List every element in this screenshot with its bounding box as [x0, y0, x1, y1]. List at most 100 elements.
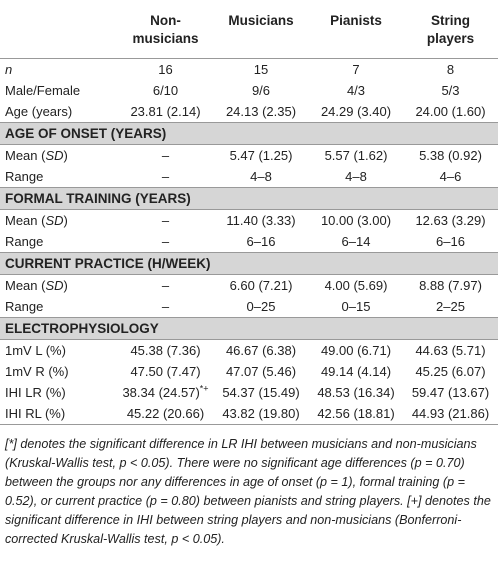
column-header: Non-musicians	[118, 0, 213, 59]
cell: –	[161, 278, 170, 293]
cell: 54.37 (15.49)	[222, 385, 300, 400]
cell: 46.67 (6.38)	[225, 343, 297, 358]
cell-superscript: *+	[199, 383, 209, 394]
cell: 12.63 (3.29)	[415, 213, 486, 228]
cell: 44.93 (21.86)	[403, 403, 498, 425]
row-label-text: 1mV R (%)	[5, 364, 69, 379]
table-row: Mean (SD) – 6.60 (7.21) 4.00 (5.69) 8.88 (7.…	[0, 275, 498, 297]
column-header: Pianists	[309, 0, 403, 59]
row-label-text: 1mV L (%)	[5, 343, 66, 358]
cell: 6/10	[152, 83, 179, 98]
table-body: n 16 15 7 8 Male/Female 6/10 9/6 4/3 5/3 Age (year…	[0, 59, 498, 425]
cell: 7	[352, 62, 360, 77]
column-header: String players	[403, 0, 498, 59]
row-label: Range	[0, 166, 118, 188]
cell: 38.34 (24.57)*+	[118, 382, 213, 403]
cell: 0–25	[246, 299, 276, 314]
row-label-text: SD	[45, 278, 64, 293]
table-row: 1mV R (%) 47.50 (7.47) 47.07 (5.46) 49.14 (…	[0, 361, 498, 382]
cell: –	[161, 213, 170, 228]
row-label: Range	[0, 231, 118, 253]
cell: 10.00 (3.00)	[320, 213, 392, 228]
row-label: 1mV R (%)	[0, 361, 118, 382]
table-row: Range – 0–25 0–15 2–25	[0, 296, 498, 318]
cell: 8	[446, 62, 455, 77]
cell: –	[161, 299, 170, 314]
cell: –	[161, 234, 170, 249]
cell: 6–16	[246, 234, 276, 249]
row-label-text: )	[63, 278, 68, 293]
cell: 59.47 (13.67)	[411, 385, 490, 400]
table-row: ELECTROPHYSIOLOGY	[0, 317, 498, 340]
cell: 6–16	[436, 234, 465, 249]
row-label: 1mV L (%)	[0, 340, 118, 362]
row-label: n	[0, 59, 118, 81]
cell: 9/6	[251, 83, 271, 98]
row-label-text: IHI RL (%)	[5, 406, 66, 421]
table-row: Age (years) 23.81 (2.14) 24.13 (2.35) 24.29…	[0, 101, 498, 123]
table-row: Range – 4–8 4–8 4–6	[0, 166, 498, 188]
cell: 5/3	[441, 83, 460, 98]
row-label: Age (years)	[0, 101, 118, 123]
cell: 15	[253, 62, 269, 77]
cell: 8.88 (7.97)	[419, 278, 482, 293]
row-label: IHI LR (%)	[0, 382, 118, 403]
cell: 45.25 (6.07)	[415, 364, 486, 379]
row-label-text: Mean (	[5, 213, 46, 228]
cell: 6–14	[341, 234, 371, 249]
cell: 49.00 (6.71)	[320, 343, 392, 358]
row-label: Range	[0, 296, 118, 318]
cell: 24.13 (2.35)	[225, 104, 297, 119]
data-table: Non-musicians Musicians Pianists String pla…	[0, 0, 498, 425]
row-label: IHI RL (%)	[0, 403, 118, 425]
row-label-text: Range	[5, 234, 44, 249]
cell-text: 38.34 (24.57)	[122, 385, 200, 400]
cell: 23.81 (2.14)	[130, 104, 201, 119]
section-header: CURRENT PRACTICE (H/WEEK)	[0, 252, 498, 275]
cell: –	[161, 148, 170, 163]
cell: 11.40 (3.33)	[226, 213, 296, 228]
table-row: Mean (SD) – 5.47 (1.25) 5.57 (1.62) 5.38 (0.…	[0, 145, 498, 167]
cell: 47.50 (7.47)	[130, 364, 201, 379]
cell: –	[161, 169, 170, 184]
row-label-text: Mean (	[5, 278, 46, 293]
footnote: [*] denotes the significant difference i…	[5, 437, 491, 546]
row-label: Male/Female	[0, 80, 118, 101]
row-label: Mean (SD)	[0, 210, 118, 232]
row-label-text: Male/Female	[5, 83, 81, 98]
section-header: AGE OF ONSET (YEARS)	[0, 122, 498, 145]
cell: 5.38 (0.92)	[419, 148, 482, 163]
cell: 4–8	[345, 169, 367, 184]
row-label-text: SD	[45, 148, 64, 163]
table-row: 1mV L (%) 45.38 (7.36) 46.67 (6.38) 49.00 (…	[0, 340, 498, 362]
cell: 5.47 (1.25)	[229, 148, 293, 163]
section-header: FORMAL TRAINING (YEARS)	[0, 187, 498, 210]
cell: 47.07 (5.46)	[225, 364, 297, 379]
cell: 4/3	[346, 83, 366, 98]
table-row: n 16 15 7 8	[0, 59, 498, 81]
column-header: Musicians	[213, 0, 309, 59]
cell: 24.29 (3.40)	[320, 104, 392, 119]
cell: 49.14 (4.14)	[320, 364, 392, 379]
corner	[0, 0, 118, 59]
cell: 16	[158, 62, 173, 77]
row-label-text: Mean (	[5, 148, 46, 163]
table-row: Mean (SD) – 11.40 (3.33) 10.00 (3.00) 12.63 …	[0, 210, 498, 232]
row-label-text: n	[5, 62, 13, 77]
section-header: ELECTROPHYSIOLOGY	[0, 317, 498, 340]
cell: 4.00 (5.69)	[324, 278, 388, 293]
cell: 42.56 (18.81)	[309, 403, 403, 425]
cell: 2–25	[436, 299, 465, 314]
row-label-text: Age (years)	[5, 104, 73, 119]
table-row: Male/Female 6/10 9/6 4/3 5/3	[0, 80, 498, 101]
cell: 43.82 (19.80)	[213, 403, 309, 425]
table-row: IHI RL (%) 45.22 (20.66) 43.82 (19.80) 42.5…	[0, 403, 498, 425]
header-row: Non-musicians Musicians Pianists String pla…	[0, 0, 498, 59]
table-row: IHI LR (%) 38.34 (24.57)*+ 54.37 (15.49) 48…	[0, 382, 498, 403]
row-label-text: Range	[5, 169, 44, 184]
cell: 4–6	[439, 169, 462, 184]
table-row: FORMAL TRAINING (YEARS)	[0, 187, 498, 210]
cell: 24.00 (1.60)	[415, 104, 486, 119]
table-row: AGE OF ONSET (YEARS)	[0, 122, 498, 145]
